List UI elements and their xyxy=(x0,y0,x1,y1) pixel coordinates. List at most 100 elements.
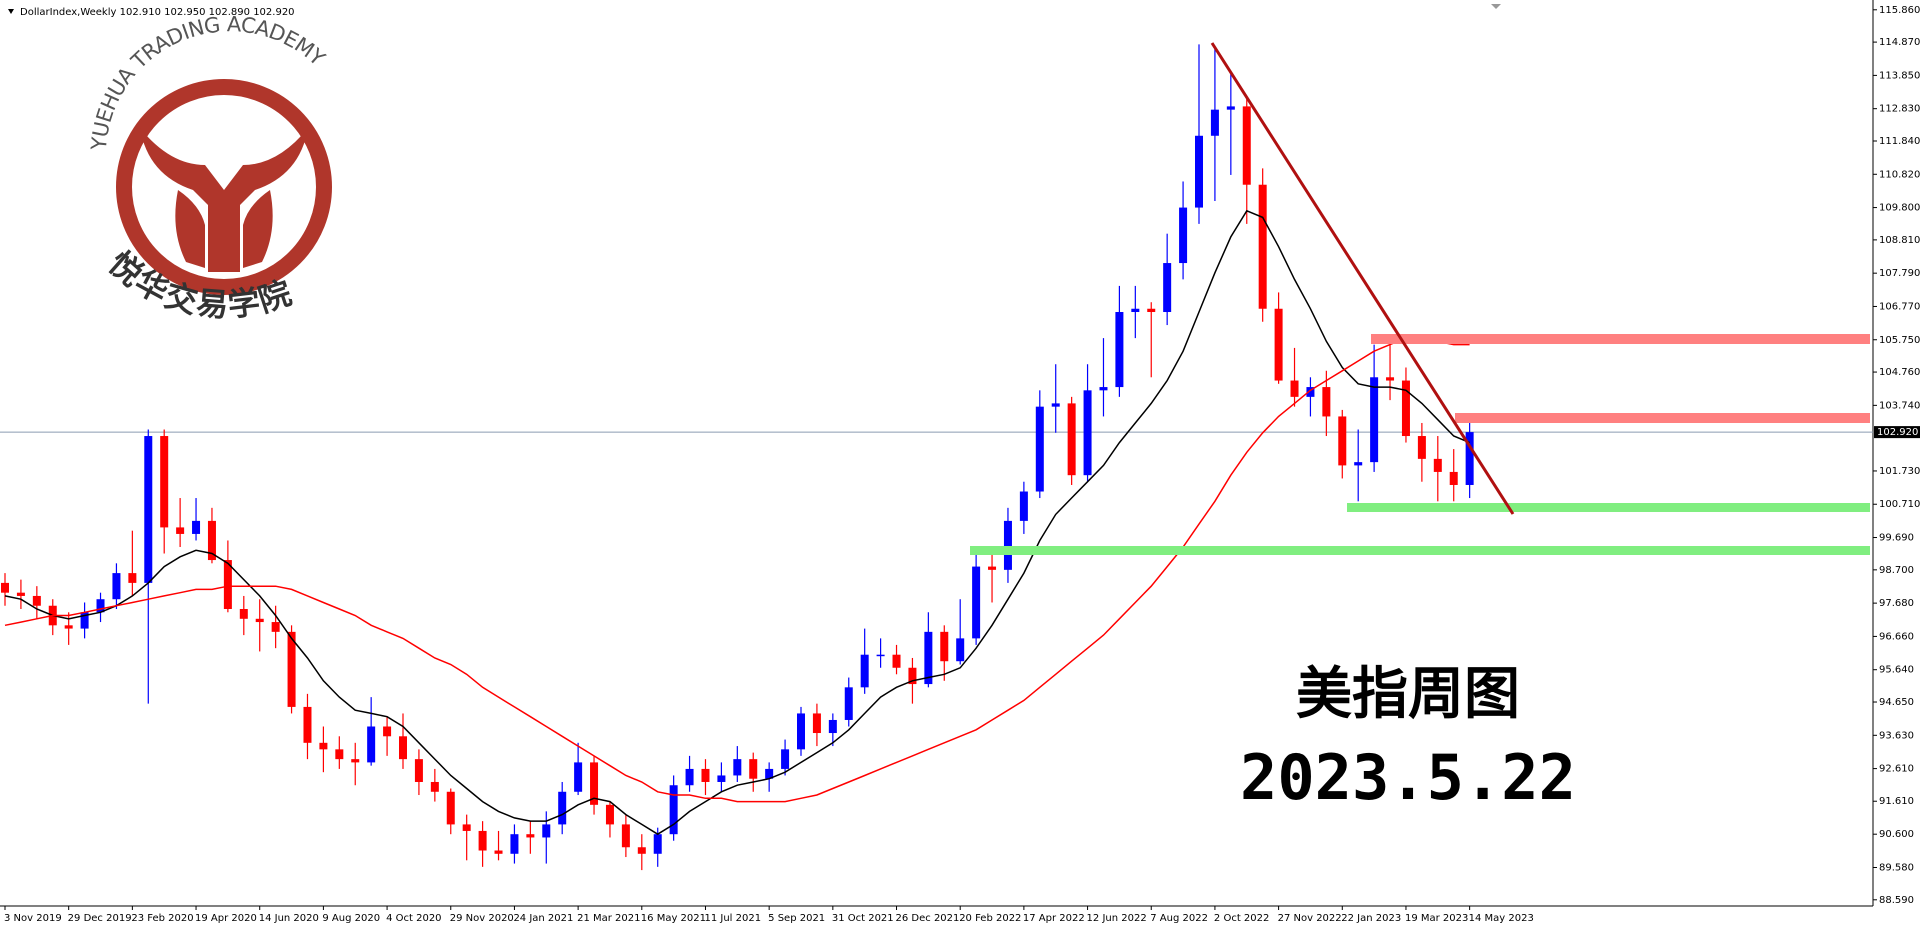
y-tick-label: 99.690 xyxy=(1879,533,1914,544)
candle-body xyxy=(940,631,949,662)
moving-average xyxy=(4,337,1470,803)
y-tick-label: 88.590 xyxy=(1879,895,1914,906)
x-tick-label: 29 Dec 2019 xyxy=(68,913,132,924)
candle-body xyxy=(16,592,25,596)
candle-body xyxy=(303,706,312,743)
candle-body xyxy=(1274,308,1283,381)
candle-body xyxy=(1195,135,1203,208)
annotation: 2023.5.22 xyxy=(1240,741,1576,814)
y-tick-label: 110.820 xyxy=(1879,169,1920,180)
candle-body xyxy=(1290,380,1299,397)
candle-body xyxy=(956,638,965,662)
y-tick-label: 96.660 xyxy=(1879,631,1914,642)
candle-body xyxy=(1003,520,1012,570)
candle-body xyxy=(1131,308,1140,313)
x-tick-label: 27 Nov 2022 xyxy=(1278,913,1342,924)
resistance-zone xyxy=(1371,334,1870,344)
candle-body xyxy=(1401,380,1410,437)
candle-body xyxy=(1226,106,1235,110)
candle-body xyxy=(924,631,933,685)
candle-body xyxy=(1322,387,1331,417)
candle-body xyxy=(574,762,583,792)
candle-body xyxy=(1083,390,1092,476)
y-tick-label: 112.830 xyxy=(1879,104,1920,115)
logo-ring xyxy=(116,79,332,295)
candle-body xyxy=(653,834,662,854)
candle-body xyxy=(144,436,153,583)
y-tick-label: 113.850 xyxy=(1879,70,1920,81)
x-tick-label: 23 Feb 2020 xyxy=(131,913,193,924)
candle-body xyxy=(96,599,105,613)
candle-body xyxy=(223,560,232,610)
candle-body xyxy=(64,625,73,629)
candle-body xyxy=(367,726,376,763)
candle-body xyxy=(605,804,614,825)
candle-body xyxy=(80,612,89,629)
y-tick-label: 91.610 xyxy=(1879,796,1914,807)
candle-body xyxy=(988,566,997,570)
candle-body xyxy=(399,736,407,760)
y-tick-label: 109.800 xyxy=(1879,203,1920,214)
x-tick-label: 20 Feb 2022 xyxy=(959,913,1021,924)
candle-body xyxy=(590,762,599,805)
candle-body xyxy=(781,749,790,769)
candle-body xyxy=(176,527,185,534)
candle-body xyxy=(797,713,805,750)
candle-body xyxy=(1099,387,1108,391)
candle-body xyxy=(1210,109,1219,136)
candle-body xyxy=(1386,377,1395,381)
candle-body xyxy=(972,566,981,639)
x-tick-label: 11 Jul 2021 xyxy=(704,913,761,924)
candle-body xyxy=(701,768,710,782)
candle-body xyxy=(542,824,551,838)
x-tick-label: 5 Sep 2021 xyxy=(768,913,825,924)
candle-body xyxy=(637,847,646,854)
candle-body xyxy=(621,824,630,848)
candle-body xyxy=(128,573,137,583)
candle-body xyxy=(558,791,567,825)
candle-body xyxy=(1338,416,1347,466)
candle-body xyxy=(1242,106,1251,185)
candle-body xyxy=(892,654,901,668)
candle-body xyxy=(749,759,758,779)
y-tick-label: 90.600 xyxy=(1879,829,1914,840)
candle-body xyxy=(1354,462,1363,466)
candle-body xyxy=(1465,432,1474,485)
y-tick-label: 114.870 xyxy=(1879,37,1920,48)
candle-body xyxy=(160,436,169,528)
candle-body xyxy=(860,654,869,688)
x-tick-label: 4 Oct 2020 xyxy=(386,913,441,924)
y-tick-label: 93.630 xyxy=(1879,730,1914,741)
y-tick-label: 98.700 xyxy=(1879,565,1914,576)
candle-body xyxy=(192,520,201,534)
y-tick-label: 97.680 xyxy=(1879,598,1914,609)
y-tick-label: 106.770 xyxy=(1879,301,1920,312)
candle-body xyxy=(876,654,885,657)
y-tick-label: 115.860 xyxy=(1879,5,1920,16)
chart-title: DollarIndex,Weekly 102.910 102.950 102.8… xyxy=(20,7,295,18)
candle-body xyxy=(207,520,216,561)
x-tick-label: 14 Jun 2020 xyxy=(259,913,319,924)
y-tick-label: 104.760 xyxy=(1879,367,1920,378)
logo-mark xyxy=(140,128,308,272)
annotation: 美指周图 xyxy=(1296,662,1520,727)
y-tick-label: 107.790 xyxy=(1879,268,1920,279)
support-zone xyxy=(1347,503,1870,512)
x-tick-label: 16 May 2021 xyxy=(641,913,706,924)
candle-body xyxy=(1019,491,1028,521)
x-tick-label: 19 Apr 2020 xyxy=(195,913,257,924)
x-tick-label: 22 Jan 2023 xyxy=(1341,913,1401,924)
trend-line xyxy=(1210,42,1515,515)
x-tick-label: 3 Nov 2019 xyxy=(4,913,62,924)
candle-body xyxy=(351,759,360,763)
candle-body xyxy=(1115,312,1124,388)
candle-body xyxy=(255,618,264,623)
x-tick-label: 31 Oct 2021 xyxy=(832,913,894,924)
candle-body xyxy=(526,834,535,838)
candle-body xyxy=(239,609,248,619)
candle-body xyxy=(462,824,471,831)
candle-body xyxy=(335,749,344,760)
candle-body xyxy=(414,759,423,782)
candle-body xyxy=(1035,406,1044,492)
